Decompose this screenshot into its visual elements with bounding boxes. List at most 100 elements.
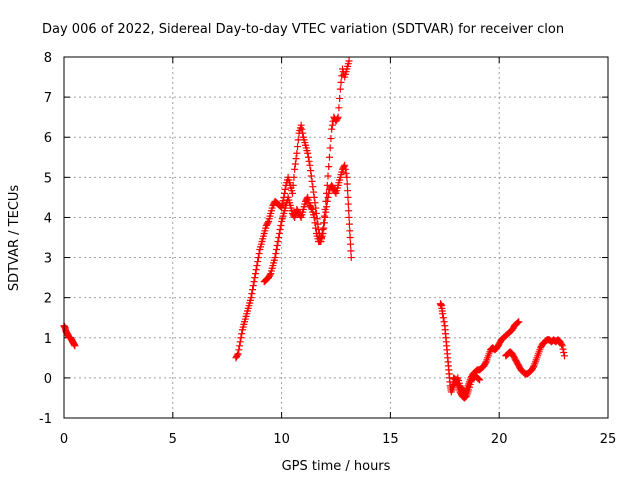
data-point bbox=[247, 294, 255, 302]
data-point bbox=[273, 246, 281, 254]
data-point bbox=[327, 135, 335, 143]
data-point bbox=[281, 185, 289, 193]
data-point bbox=[273, 242, 281, 250]
data-point bbox=[275, 234, 283, 241]
data-point bbox=[323, 203, 331, 211]
data-point bbox=[255, 250, 263, 258]
data-point bbox=[304, 149, 312, 157]
data-point bbox=[475, 375, 483, 383]
data-point bbox=[251, 274, 259, 282]
data-point bbox=[297, 121, 305, 129]
data-point bbox=[281, 189, 289, 197]
data-point bbox=[347, 254, 355, 262]
plot-frame bbox=[63, 56, 609, 419]
data-point bbox=[558, 340, 566, 348]
data-point bbox=[279, 197, 287, 205]
data-point bbox=[345, 207, 353, 215]
axis-ticks: 0 5 10 15 20 25 -1 0 1 2 3 4 5 6 7 8 bbox=[39, 51, 616, 447]
data-point bbox=[310, 193, 318, 201]
data-point bbox=[293, 149, 301, 157]
data-point bbox=[251, 270, 259, 278]
data-point bbox=[308, 177, 316, 185]
y-tick-label: 1 bbox=[44, 332, 52, 347]
data-point bbox=[306, 161, 314, 169]
data-point bbox=[474, 375, 482, 383]
data-point bbox=[252, 266, 260, 274]
data-point bbox=[324, 172, 332, 180]
data-point bbox=[344, 200, 352, 208]
x-tick-label: 0 bbox=[60, 432, 68, 447]
data-point bbox=[310, 213, 318, 221]
data-point bbox=[236, 338, 244, 346]
data-point bbox=[324, 193, 332, 201]
data-point bbox=[325, 153, 333, 161]
data-point bbox=[248, 290, 256, 298]
data-point bbox=[312, 224, 320, 232]
x-tick-label: 15 bbox=[382, 432, 399, 447]
data-point bbox=[298, 125, 306, 133]
data-point bbox=[249, 286, 257, 294]
data-point bbox=[290, 173, 298, 181]
data-point bbox=[341, 161, 349, 169]
x-axis-title: GPS time / hours bbox=[282, 459, 391, 474]
data-point bbox=[288, 189, 296, 197]
data-point bbox=[307, 167, 315, 175]
y-tick-label: 4 bbox=[44, 211, 52, 226]
data-point bbox=[439, 310, 447, 318]
data-point bbox=[305, 157, 313, 165]
data-point bbox=[237, 334, 245, 342]
data-point bbox=[320, 219, 328, 227]
data-point bbox=[254, 254, 262, 262]
data-point bbox=[325, 163, 333, 171]
x-tick-label: 20 bbox=[491, 432, 508, 447]
data-point bbox=[275, 229, 283, 237]
data-point bbox=[345, 57, 353, 65]
data-point bbox=[334, 113, 342, 121]
data-point bbox=[513, 319, 521, 327]
data-point bbox=[331, 188, 339, 196]
data-point bbox=[323, 197, 331, 205]
grid bbox=[64, 57, 608, 418]
data-point bbox=[440, 318, 448, 326]
data-point bbox=[236, 342, 244, 350]
data-point bbox=[514, 318, 522, 326]
data-point bbox=[277, 221, 285, 229]
data-point bbox=[289, 181, 297, 189]
data-point bbox=[337, 78, 345, 86]
data-point bbox=[278, 200, 286, 208]
data-point bbox=[325, 189, 333, 197]
data-point bbox=[341, 165, 349, 173]
data-point bbox=[560, 352, 568, 360]
data-point bbox=[254, 258, 262, 266]
data-point bbox=[333, 115, 341, 123]
data-point bbox=[559, 345, 567, 353]
data-point bbox=[266, 271, 274, 279]
data-point bbox=[439, 314, 447, 322]
data-point bbox=[264, 219, 272, 227]
data-point bbox=[307, 204, 315, 212]
y-tick-label: 5 bbox=[44, 171, 52, 186]
data-point bbox=[342, 169, 350, 177]
data-point bbox=[235, 346, 243, 354]
data-point bbox=[291, 165, 299, 173]
y-tick-label: 6 bbox=[44, 131, 52, 146]
data-point bbox=[335, 104, 343, 112]
data-point bbox=[328, 125, 336, 133]
data-marks bbox=[60, 57, 568, 402]
data-point bbox=[253, 262, 261, 270]
data-point bbox=[515, 318, 523, 326]
data-point bbox=[299, 129, 307, 137]
data-point bbox=[326, 144, 334, 152]
data-point bbox=[347, 240, 355, 248]
x-tick-label: 5 bbox=[169, 432, 177, 447]
data-point bbox=[336, 94, 344, 102]
data-point bbox=[345, 213, 353, 221]
data-point bbox=[294, 143, 302, 151]
data-point bbox=[271, 254, 279, 262]
data-point bbox=[311, 219, 319, 227]
data-point bbox=[344, 193, 352, 201]
data-point bbox=[346, 234, 354, 241]
y-tick-label: 0 bbox=[44, 372, 52, 387]
data-point bbox=[347, 247, 355, 255]
